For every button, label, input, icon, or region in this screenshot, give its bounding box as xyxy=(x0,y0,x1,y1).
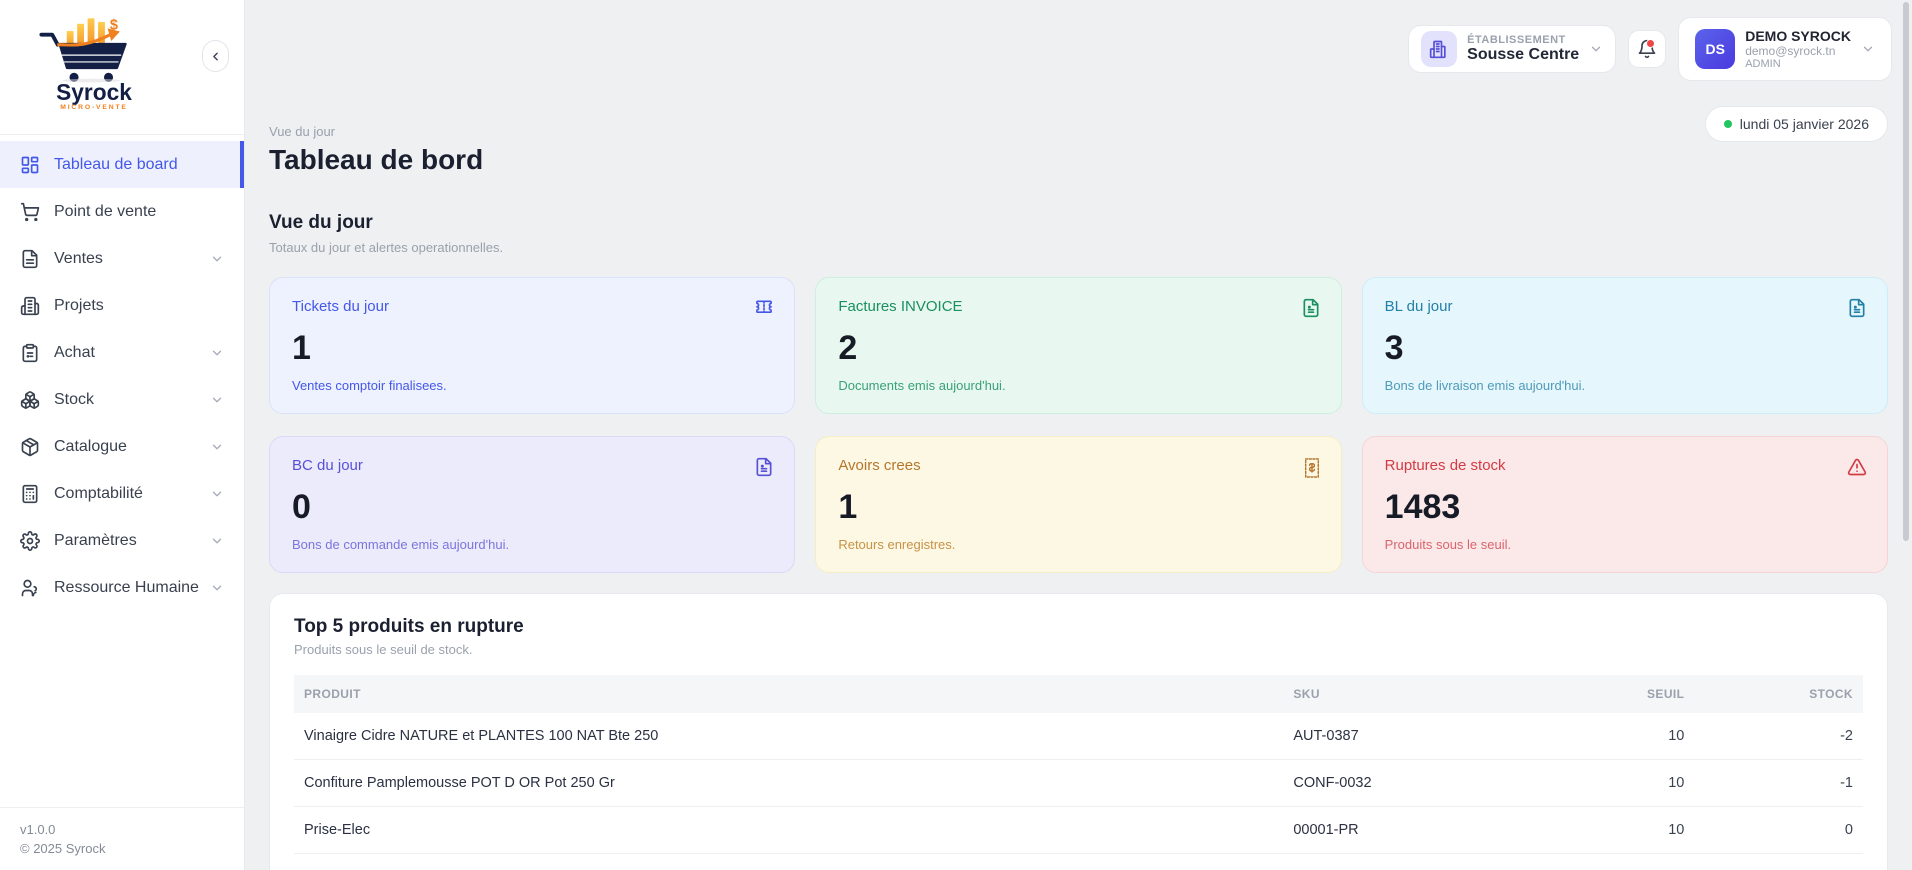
svg-text:MICRO-VENTE: MICRO-VENTE xyxy=(60,104,128,111)
svg-text:$: $ xyxy=(110,17,118,33)
svg-text:Syrock: Syrock xyxy=(56,79,132,105)
